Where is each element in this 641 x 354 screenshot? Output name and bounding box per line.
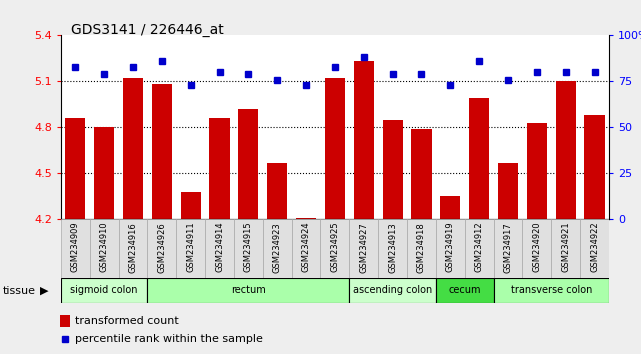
Bar (436, 219, 465, 278)
Bar (407, 219, 436, 278)
Bar (320, 219, 349, 278)
Bar (267, 163, 287, 219)
Bar (234, 219, 263, 278)
Text: GSM234910: GSM234910 (99, 222, 109, 273)
Text: ascending colon: ascending colon (353, 285, 432, 295)
Bar (551, 219, 580, 278)
Bar (527, 123, 547, 219)
Bar (205, 219, 234, 278)
Bar (65, 118, 85, 219)
Bar (349, 278, 436, 303)
Bar (354, 62, 374, 219)
Bar (296, 218, 316, 219)
Bar (494, 278, 609, 303)
Text: GSM234919: GSM234919 (445, 222, 455, 273)
Bar (152, 85, 172, 219)
Text: GSM234914: GSM234914 (215, 222, 224, 273)
Text: GSM234920: GSM234920 (532, 222, 542, 273)
Text: GDS3141 / 226446_at: GDS3141 / 226446_at (71, 23, 223, 37)
Bar (292, 219, 320, 278)
Text: GSM234913: GSM234913 (388, 222, 397, 273)
Bar (60, 315, 71, 327)
Bar (556, 81, 576, 219)
Bar (580, 219, 609, 278)
Bar (349, 219, 378, 278)
Text: percentile rank within the sample: percentile rank within the sample (76, 334, 263, 344)
Bar (147, 278, 349, 303)
Bar (465, 219, 494, 278)
Bar (522, 219, 551, 278)
Bar (469, 98, 489, 219)
Bar (181, 192, 201, 219)
Text: GSM234926: GSM234926 (157, 222, 167, 273)
Bar (90, 219, 119, 278)
Bar (412, 129, 431, 219)
Text: GSM234916: GSM234916 (128, 222, 138, 273)
Text: GSM234925: GSM234925 (330, 222, 340, 273)
Text: rectum: rectum (231, 285, 266, 295)
Bar (383, 120, 403, 219)
Bar (325, 78, 345, 219)
Bar (494, 219, 522, 278)
Text: GSM234917: GSM234917 (503, 222, 513, 273)
Text: GSM234922: GSM234922 (590, 222, 599, 273)
Text: transformed count: transformed count (76, 316, 179, 326)
Text: GSM234918: GSM234918 (417, 222, 426, 273)
Bar (61, 219, 90, 278)
Text: cecum: cecum (449, 285, 481, 295)
Bar (176, 219, 205, 278)
Text: GSM234923: GSM234923 (272, 222, 282, 273)
Text: GSM234912: GSM234912 (474, 222, 484, 273)
Bar (123, 78, 143, 219)
Bar (238, 109, 258, 219)
Bar (94, 127, 114, 219)
Text: GSM234909: GSM234909 (71, 222, 80, 273)
Text: transverse colon: transverse colon (511, 285, 592, 295)
Bar (436, 278, 494, 303)
Bar (440, 196, 460, 219)
Bar (585, 115, 604, 219)
Bar (147, 219, 176, 278)
Text: GSM234921: GSM234921 (561, 222, 570, 273)
Text: ▶: ▶ (40, 286, 49, 296)
Text: tissue: tissue (3, 286, 36, 296)
Text: GSM234924: GSM234924 (301, 222, 311, 273)
Bar (498, 163, 518, 219)
Bar (119, 219, 147, 278)
Bar (210, 118, 229, 219)
Bar (61, 278, 147, 303)
Bar (263, 219, 292, 278)
Text: GSM234915: GSM234915 (244, 222, 253, 273)
Text: GSM234927: GSM234927 (359, 222, 369, 273)
Text: GSM234911: GSM234911 (186, 222, 196, 273)
Text: sigmoid colon: sigmoid colon (71, 285, 138, 295)
Bar (378, 219, 407, 278)
